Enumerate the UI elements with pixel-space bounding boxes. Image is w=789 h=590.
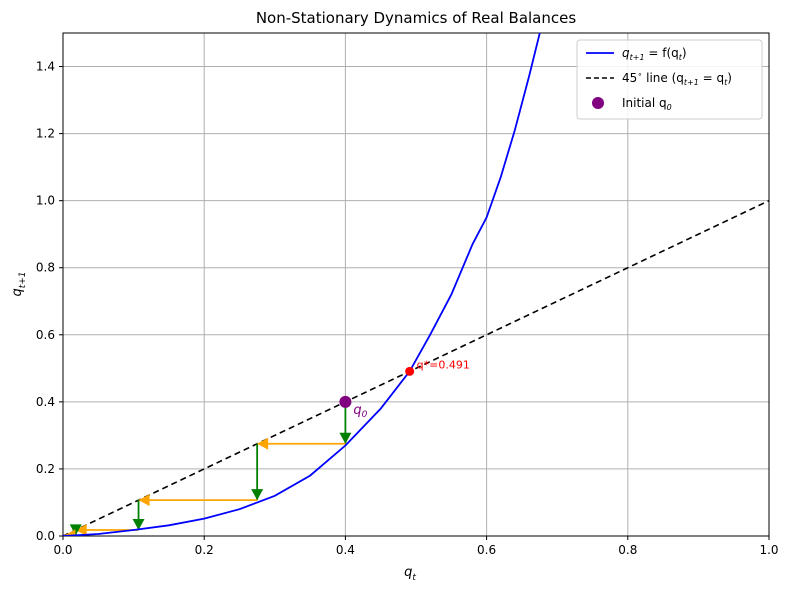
y-tick-label: 1.4 bbox=[36, 60, 55, 74]
y-axis-ticks: 0.0 0.2 0.4 0.6 0.8 1.0 1.2 1.4 bbox=[36, 60, 63, 543]
grid bbox=[62, 33, 770, 537]
y-tick-label: 0.6 bbox=[36, 328, 55, 342]
cobweb-arrow-left bbox=[138, 494, 150, 507]
legend: qt+1 = f(qt) 45∘ line (qt+1 = qt) Initia… bbox=[576, 39, 763, 120]
y-axis-label: qt+1 bbox=[10, 271, 28, 296]
cobweb-arrow-left bbox=[75, 523, 87, 536]
x-tick-label: 0.4 bbox=[336, 543, 355, 557]
point-markers: q0 q*=0.491 bbox=[339, 358, 470, 420]
cobweb-arrow-down bbox=[69, 524, 82, 536]
plot-area bbox=[63, 33, 769, 536]
initial-point-marker bbox=[339, 395, 352, 408]
x-tick-label: 0.6 bbox=[477, 543, 496, 557]
x-tick-label: 0.8 bbox=[618, 543, 637, 557]
x-tick-label: 0.0 bbox=[53, 543, 72, 557]
legend-swatch-initial bbox=[592, 97, 604, 109]
legend-label-initial: Initial q0 bbox=[622, 96, 672, 112]
cobweb-arrow-left bbox=[257, 437, 269, 450]
series-45-degree-line bbox=[63, 199, 769, 536]
y-tick-label: 0.0 bbox=[36, 529, 55, 543]
legend-label-curve: qt+1 = f(qt) bbox=[622, 46, 687, 62]
cobweb-arrow-down bbox=[251, 489, 264, 501]
y-tick-label: 1.0 bbox=[36, 194, 55, 208]
legend-label-45-line: 45∘ line (qt+1 = qt) bbox=[622, 70, 732, 87]
series-f-curve bbox=[63, 33, 541, 536]
y-tick-label: 0.2 bbox=[36, 462, 55, 476]
y-tick-label: 1.2 bbox=[36, 127, 55, 141]
initial-point-label: q0 bbox=[353, 403, 367, 420]
chart-title: Non-Stationary Dynamics of Real Balances bbox=[256, 9, 577, 27]
cobweb-arrow-down bbox=[132, 518, 145, 530]
steady-state-label: q*=0.491 bbox=[417, 358, 470, 371]
steady-state-marker bbox=[405, 366, 415, 376]
x-tick-label: 0.2 bbox=[195, 543, 214, 557]
axes-frame bbox=[62, 32, 770, 537]
x-axis-ticks: 0.0 0.2 0.4 0.6 0.8 1.0 bbox=[53, 536, 779, 557]
x-tick-label: 1.0 bbox=[759, 543, 778, 557]
x-axis-label: qt bbox=[404, 565, 416, 583]
y-tick-label: 0.4 bbox=[36, 395, 55, 409]
cobweb-arrow-down bbox=[339, 432, 352, 444]
cobweb-arrow-left bbox=[64, 529, 76, 536]
y-tick-label: 0.8 bbox=[36, 261, 55, 275]
